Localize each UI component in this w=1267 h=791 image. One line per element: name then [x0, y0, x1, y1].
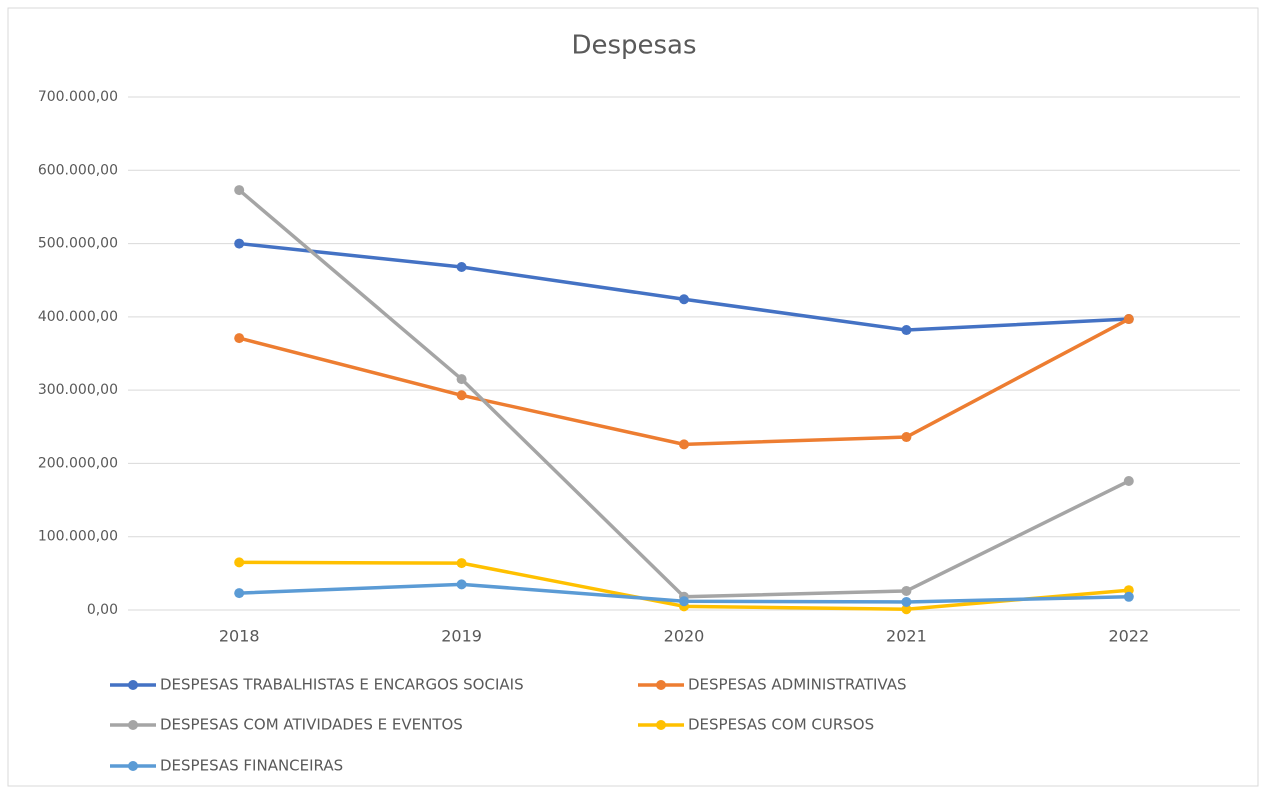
data-point: [901, 596, 912, 607]
legend-marker: [128, 761, 138, 771]
data-point: [679, 294, 689, 305]
chart-border: [7, 7, 1259, 787]
chart-title: Despesas: [571, 31, 696, 61]
y-tick-label: 600.000,00: [38, 162, 118, 178]
legend-label: DESPESAS COM CURSOS: [688, 716, 874, 734]
legend-marker: [656, 720, 666, 730]
x-tick-label: 2022: [1108, 627, 1149, 646]
legend-label: DESPESAS FINANCEIRAS: [160, 757, 343, 775]
data-point: [1123, 476, 1134, 487]
data-point: [234, 185, 245, 196]
y-tick-label: 500.000,00: [38, 236, 118, 252]
data-point: [1123, 591, 1134, 602]
y-tick-label: 0,00: [87, 602, 118, 618]
data-point: [679, 596, 689, 607]
legend-label: DESPESAS COM ATIVIDADES E EVENTOS: [160, 716, 463, 734]
x-tick-label: 2019: [441, 627, 482, 646]
y-tick-label: 300.000,00: [38, 382, 118, 398]
legend-marker: [656, 680, 666, 690]
data-point: [234, 557, 245, 568]
data-point: [901, 325, 912, 336]
data-point: [456, 558, 467, 569]
y-tick-label: 200.000,00: [38, 455, 118, 471]
data-point: [456, 262, 467, 273]
data-point: [234, 238, 245, 249]
x-tick-label: 2018: [219, 627, 260, 646]
data-point: [234, 333, 245, 344]
data-point: [234, 588, 245, 599]
data-point: [456, 374, 467, 385]
data-point: [679, 439, 689, 450]
legend-label: DESPESAS TRABALHISTAS E ENCARGOS SOCIAIS: [160, 676, 524, 694]
y-tick-label: 700.000,00: [38, 89, 118, 105]
data-point: [456, 579, 467, 590]
y-tick-label: 400.000,00: [38, 309, 118, 325]
data-point: [1123, 314, 1134, 325]
legend-marker: [128, 680, 138, 690]
x-tick-label: 2020: [664, 627, 705, 646]
data-point: [901, 585, 912, 596]
data-point: [456, 390, 467, 401]
data-point: [901, 432, 912, 443]
legend-marker: [128, 720, 138, 730]
y-tick-label: 100.000,00: [38, 529, 118, 545]
x-tick-label: 2021: [886, 627, 927, 646]
data-point: [901, 604, 912, 615]
legend-label: DESPESAS ADMINISTRATIVAS: [688, 676, 907, 694]
